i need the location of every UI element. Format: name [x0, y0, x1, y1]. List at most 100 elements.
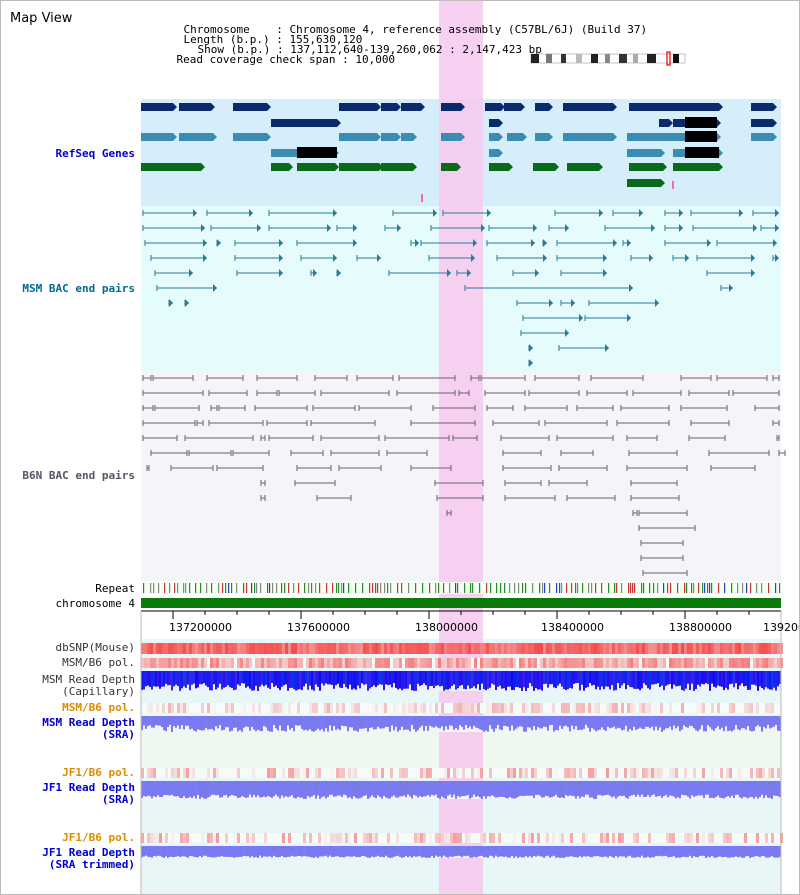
track-label-msm-b6-pol-2[interactable]: MSM/B6 pol. [62, 701, 135, 714]
repeat-element [549, 583, 551, 593]
repeat-element [377, 583, 379, 593]
ideogram-band [605, 54, 610, 63]
repeat-element [693, 583, 695, 593]
repeat-element [582, 583, 584, 593]
track-label-refseq[interactable]: RefSeq Genes [55, 147, 135, 160]
chromosome-key: Chromosome [183, 23, 250, 36]
repeat-element [158, 583, 160, 593]
repeat-element [174, 583, 176, 593]
track-label-msm-depth-cap[interactable]: MSM Read Depth [42, 673, 135, 686]
length-key: Length (b.p.) [183, 33, 270, 46]
repeat-element [384, 583, 386, 593]
repeat-element [542, 583, 544, 593]
ideogram-band [619, 54, 627, 63]
repeat-element [621, 583, 623, 593]
repeat-element [380, 583, 382, 593]
track-label-jf1-depth-2[interactable]: JF1 Read Depth [42, 846, 135, 859]
repeat-element [575, 583, 577, 593]
repeat-element [332, 583, 334, 593]
repeat-element [369, 583, 371, 593]
repeat-element [390, 583, 392, 593]
repeat-element [435, 583, 437, 593]
repeat-element [691, 583, 693, 593]
repeat-element [336, 583, 338, 593]
repeat-element [222, 583, 224, 593]
repeat-element [698, 583, 700, 593]
repeat-element [269, 583, 271, 593]
ideogram-body [530, 53, 686, 64]
repeat-element [566, 583, 568, 593]
track-label-jf1-pol-2[interactable]: JF1/B6 pol. [62, 831, 135, 844]
repeat-element [375, 583, 377, 593]
repeat-element [595, 583, 597, 593]
axis-tick-5: 138800000 [669, 621, 732, 634]
track-label-chromosome[interactable]: chromosome 4 [55, 597, 135, 610]
repeat-element [731, 583, 733, 593]
track-label-msm-depth-sra[interactable]: MSM Read Depth [42, 716, 135, 729]
repeat-element [218, 583, 220, 593]
repeat-element [490, 583, 492, 593]
repeat-element [225, 583, 227, 593]
repeat-element [775, 583, 777, 593]
coverage-value: : 10,000 [342, 53, 396, 66]
repeat-element [649, 583, 651, 593]
repeat-element [709, 583, 711, 593]
track-label-msm-b6-pol-1[interactable]: MSM/B6 pol. [62, 656, 135, 669]
repeat-element [532, 583, 534, 593]
repeat-element [670, 583, 672, 593]
axis-tick-3: 138000000 [415, 621, 478, 634]
repeat-element [298, 583, 300, 593]
repeat-element [267, 583, 269, 593]
repeat-element [686, 583, 688, 593]
repeat-element [272, 583, 274, 593]
track-label-msm-depth-cap-sub: (Capillary) [62, 685, 135, 698]
coverage-key: Read coverage check span [176, 53, 336, 66]
repeat-element [504, 583, 506, 593]
track-label-dbsnp[interactable]: dbSNP(Mouse) [55, 641, 135, 654]
show-value: : 137,112,640-139,260,062 : 2,147,423 bp [276, 43, 542, 56]
repeat-element [326, 583, 328, 593]
repeat-element [304, 583, 306, 593]
repeat-element [718, 583, 720, 593]
repeat-element [711, 583, 713, 593]
repeat-element [315, 583, 317, 593]
repeat-element [164, 583, 166, 593]
repeat-element [153, 583, 155, 593]
repeat-element [779, 583, 781, 593]
track-label-jf1-depth-2-sub: (SRA trimmed) [48, 858, 135, 871]
repeat-element [684, 583, 686, 593]
repeat-element [243, 583, 245, 593]
repeat-element [677, 583, 679, 593]
ideogram-position-marker [666, 51, 671, 66]
repeat-element [641, 583, 643, 593]
track-label-jf1-pol-1[interactable]: JF1/B6 pol. [62, 766, 135, 779]
repeat-element [169, 583, 171, 593]
axis-tick-4: 138400000 [541, 621, 604, 634]
track-label-msm-bac[interactable]: MSM BAC end pairs [22, 282, 135, 295]
repeat-element [422, 583, 424, 593]
repeat-element [509, 583, 511, 593]
repeat-element [630, 583, 632, 593]
track-label-jf1-depth-1[interactable]: JF1 Read Depth [42, 781, 135, 794]
length-value: : 155,630,120 [276, 33, 363, 46]
ideogram-band [591, 54, 598, 63]
repeat-element [663, 583, 665, 593]
track-label-msm-depth-sra-sub: (SRA) [101, 728, 135, 741]
repeat-element [408, 583, 410, 593]
repeat-element [429, 583, 431, 593]
ideogram-band [546, 54, 552, 63]
repeat-element [486, 583, 488, 593]
repeat-element [768, 583, 770, 593]
repeat-element [525, 583, 527, 593]
repeat-element [254, 583, 256, 593]
ideogram-band [673, 54, 679, 63]
page-title: Map View [10, 11, 73, 26]
track-label-repeat[interactable]: Repeat [95, 582, 135, 595]
repeat-element [293, 583, 295, 593]
repeat-element [348, 583, 350, 593]
repeat-element [657, 583, 659, 593]
repeat-element [522, 583, 524, 593]
repeat-element [500, 583, 502, 593]
track-label-b6n-bac[interactable]: B6N BAC end pairs [22, 469, 135, 482]
